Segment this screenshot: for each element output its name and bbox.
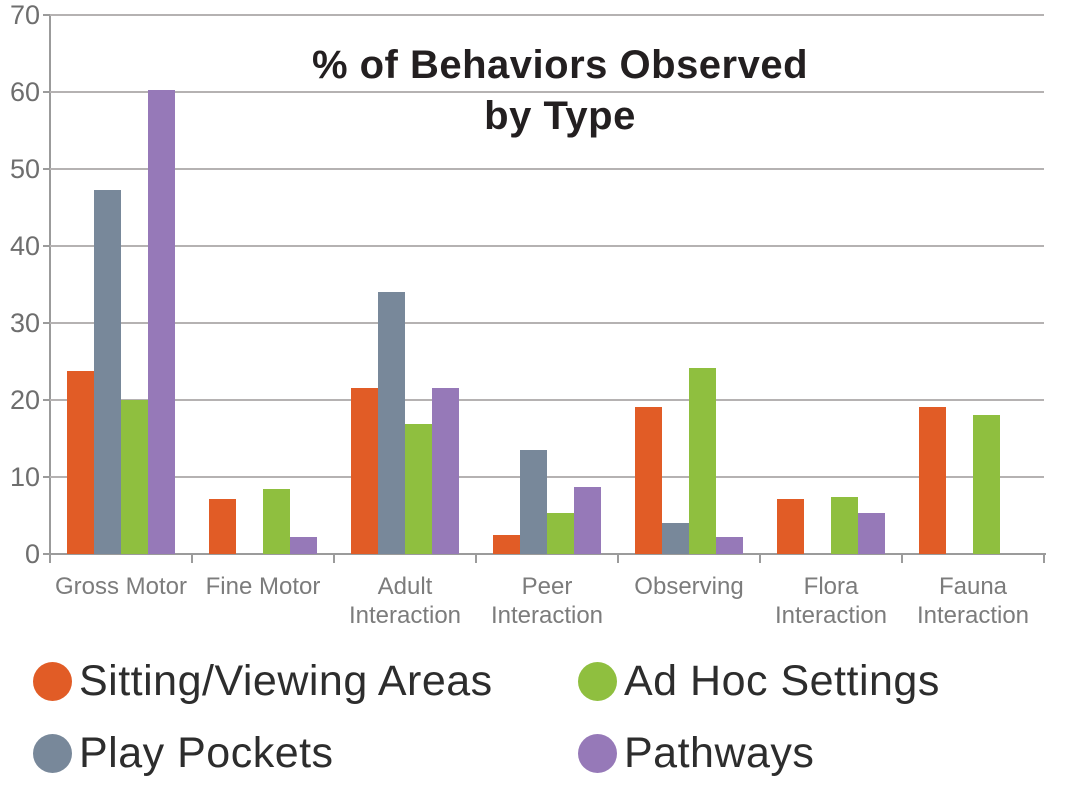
y-axis-tick-30 (43, 322, 52, 324)
x-axis-tick-2 (333, 555, 335, 563)
bar-ad-hoc-settings-0 (121, 400, 148, 554)
bar-pathways-5 (858, 513, 885, 554)
x-axis-label-line: Observing (634, 573, 744, 600)
x-axis-label-1: Fine Motor (188, 572, 338, 601)
legend-label: Pathways (624, 728, 815, 777)
bar-ad-hoc-settings-5 (831, 497, 858, 554)
x-axis-label-line: Fine Motor (205, 573, 321, 600)
y-axis-tick-60 (43, 91, 52, 93)
y-axis-label-50: 50 (9, 154, 40, 184)
x-axis-label-4: Observing (614, 572, 764, 601)
x-axis-label-2: Adult Interaction (330, 572, 480, 630)
bar-pathways-2 (432, 387, 459, 554)
legend-swatch-icon (33, 733, 72, 773)
legend-item-sitting-viewing-areas: Sitting/Viewing Areas (33, 653, 493, 709)
bar-ad-hoc-settings-1 (263, 489, 290, 554)
y-axis-label-30: 30 (9, 308, 40, 338)
gridline-60 (50, 91, 1044, 93)
x-axis-label-line: Adult (377, 573, 433, 600)
legend-swatch-icon (578, 661, 617, 701)
gridline-70 (50, 14, 1044, 16)
x-axis-label-line: Gross Motor (54, 573, 188, 600)
bar-sitting-viewing-areas-6 (919, 406, 946, 554)
x-axis-label-line: Interaction (490, 602, 604, 629)
bar-ad-hoc-settings-2 (405, 423, 432, 554)
bar-sitting-viewing-areas-2 (351, 388, 378, 554)
x-axis-label-5: Flora Interaction (756, 572, 906, 630)
y-axis-tick-50 (43, 168, 52, 170)
gridline-10 (50, 476, 1044, 478)
legend-swatch-icon (33, 661, 72, 701)
gridline-20 (50, 399, 1044, 401)
legend-swatch-icon (578, 733, 617, 773)
y-axis-label-0: 0 (24, 539, 40, 569)
bar-pathways-0 (148, 89, 175, 554)
chart-title-line1: % of Behaviors Observed (311, 43, 809, 87)
y-axis-line (49, 14, 51, 555)
y-axis-tick-20 (43, 399, 52, 401)
bar-pathways-1 (290, 537, 317, 554)
gridline-30 (50, 322, 1044, 324)
gridline-50 (50, 168, 1044, 170)
bar-play-pockets-4 (662, 523, 689, 554)
legend-label: Sitting/Viewing Areas (79, 656, 493, 705)
legend-item-ad-hoc-settings: Ad Hoc Settings (578, 653, 940, 709)
bar-play-pockets-2 (378, 292, 405, 554)
legend-label: Ad Hoc Settings (624, 656, 940, 705)
gridline-40 (50, 245, 1044, 247)
bar-sitting-viewing-areas-3 (493, 534, 520, 554)
x-axis-label-3: Peer Interaction (472, 572, 622, 630)
legend-item-play-pockets: Play Pockets (33, 725, 334, 781)
x-axis-line (44, 553, 1046, 555)
x-axis-label-line: Flora (803, 573, 859, 600)
chart-title-line2: by Type (484, 94, 636, 139)
x-axis-tick-0 (49, 555, 51, 563)
y-axis-label-40: 40 (9, 231, 40, 261)
x-axis-tick-6 (901, 555, 903, 563)
x-axis-tick-7 (1043, 555, 1045, 563)
x-axis-tick-1 (191, 555, 193, 563)
x-axis-label-line: Peer (521, 573, 573, 600)
bar-sitting-viewing-areas-5 (777, 498, 804, 554)
bar-ad-hoc-settings-4 (689, 367, 716, 554)
bar-sitting-viewing-areas-0 (67, 370, 94, 554)
x-axis-label-line: Interaction (348, 602, 462, 629)
y-axis-label-20: 20 (9, 385, 40, 415)
chart-title: % of Behaviors Observed by Type (280, 40, 840, 142)
bar-sitting-viewing-areas-1 (209, 498, 236, 554)
y-axis-label-10: 10 (9, 462, 40, 492)
x-axis-tick-5 (759, 555, 761, 563)
y-axis-tick-40 (43, 245, 52, 247)
legend-item-pathways: Pathways (578, 725, 814, 781)
bar-pathways-3 (574, 487, 601, 554)
bar-sitting-viewing-areas-4 (635, 406, 662, 554)
legend-label: Play Pockets (79, 728, 334, 777)
bar-play-pockets-3 (520, 450, 547, 554)
y-axis-tick-10 (43, 476, 52, 478)
y-axis-label-70: 70 (9, 0, 40, 30)
x-axis-label-line: Interaction (774, 602, 888, 629)
bar-ad-hoc-settings-6 (973, 415, 1000, 554)
x-axis-tick-3 (475, 555, 477, 563)
y-axis-label-60: 60 (9, 77, 40, 107)
x-axis-tick-4 (617, 555, 619, 563)
bar-pathways-4 (716, 537, 743, 554)
x-axis-label-0: Gross Motor (46, 572, 196, 601)
y-axis-tick-70 (43, 14, 52, 16)
x-axis-label-line: Fauna (938, 573, 1008, 600)
bar-ad-hoc-settings-3 (547, 513, 574, 554)
x-axis-label-6: Fauna Interaction (898, 572, 1048, 630)
x-axis-label-line: Interaction (916, 602, 1030, 629)
bar-play-pockets-0 (94, 189, 121, 554)
